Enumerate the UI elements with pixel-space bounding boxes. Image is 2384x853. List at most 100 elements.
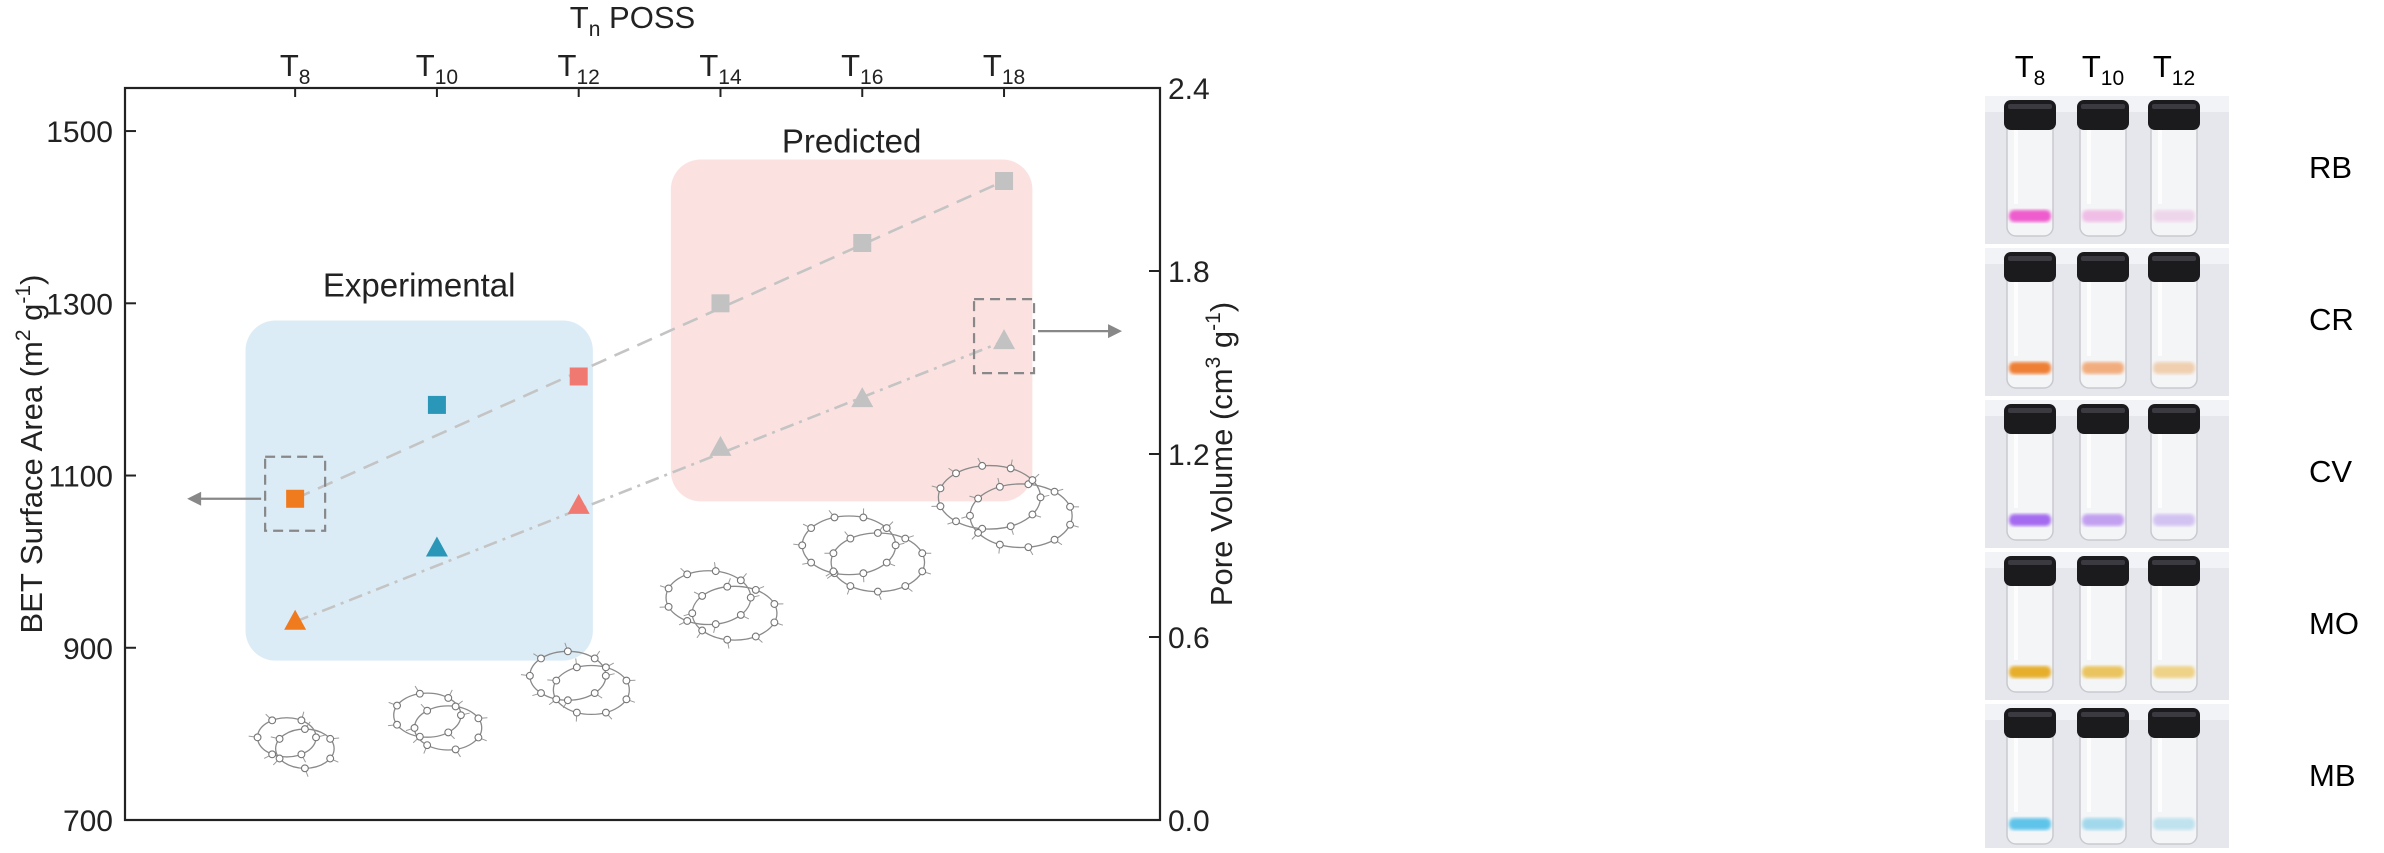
vial-glare [2087,282,2091,356]
vial-liquid [2082,514,2124,526]
molecule-cage-illustration-1 [388,686,487,757]
cage-atom [1007,465,1014,472]
vial [2148,404,2200,540]
vial-glare [2087,130,2091,204]
left-tick-label: 1300 [46,288,113,321]
square-point-t14 [711,294,729,312]
vial [2004,404,2056,540]
cage-atom [902,583,909,590]
cage-atom [1029,511,1036,518]
cage-atom [771,619,778,626]
cage-atom [269,751,276,758]
cage-ring [553,665,629,714]
cage-atom [808,559,815,566]
top-axis-title: Tn POSS [570,0,695,41]
vial [2077,708,2129,844]
cage-ring [258,718,316,757]
vial-liquid [2082,666,2124,678]
vial-cap-shine [2152,712,2196,717]
cage-atom [394,721,401,728]
cage-atom [808,525,815,532]
vial-liquid [2009,210,2051,222]
vial-cap-shine [2008,256,2052,261]
cage-atom [830,550,837,557]
cage-atom [475,734,482,741]
vial-cap-shine [2008,712,2052,717]
vial-glare [2158,434,2162,508]
vial-cap-shine [2081,560,2125,565]
vial-liquid [2082,210,2124,222]
left-tick-label: 1500 [46,116,113,149]
vial-column-label: T8 [2015,50,2046,90]
vial-cap-shine [2008,560,2052,565]
cage-atom [752,633,759,640]
cage-atom [564,697,571,704]
cage-atom [883,559,890,566]
right-tick-label: 1.8 [1168,256,1210,289]
top-tick-label: T12 [558,48,600,89]
cage-atom [919,568,926,575]
region-label-experimental: Experimental [323,267,516,304]
cage-atom [975,495,982,502]
vial-row-cr [1985,248,2229,396]
cage-atom [1051,488,1058,495]
cage-atom [1037,494,1044,501]
vial-row-label-rb: RB [2309,150,2352,185]
left-tick-label: 900 [63,633,113,666]
cage-atom [953,518,960,525]
cage-atom [1067,521,1074,528]
cage-atom [1067,503,1074,510]
cage-atom [301,765,308,772]
cage-atom [276,735,283,742]
vial [2004,708,2056,844]
cage-atom [689,610,696,617]
cage-atom [301,726,308,733]
cage-atom [526,672,533,679]
cage-atom [411,725,418,732]
cage-atom [902,535,909,542]
vial-glare [2014,434,2018,508]
vial-row-rb [1985,96,2229,244]
cage-atom [996,483,1003,490]
cage-atom [860,514,867,521]
vial-cap-shine [2081,408,2125,413]
vial [2148,556,2200,692]
vial [2077,252,2129,388]
cage-atom [452,746,459,753]
cage-atom [416,733,423,740]
vial-liquid [2009,362,2051,374]
left-axis-title: BET Surface Area (m2 g-1) [12,275,49,634]
top-tick-label: T14 [699,48,742,89]
vial [2077,404,2129,540]
cage-atom [684,618,691,625]
vial-glare [2014,586,2018,660]
cage-atom [831,514,838,521]
vial-glare [2158,586,2162,660]
cage-atom [874,530,881,537]
cage-atom [771,601,778,608]
molecule-cage-illustration-3 [660,562,784,648]
vial-glare [2087,738,2091,812]
cage-atom [573,709,580,716]
cage-atom [967,512,974,519]
cage-atom [298,751,305,758]
vial-glare [2014,130,2018,204]
cage-atom [847,535,854,542]
molecule-cage-illustration-4 [793,508,931,600]
vial-liquid [2082,818,2124,830]
vial [2148,100,2200,236]
cage-atom [553,677,560,684]
vial-liquid [2082,362,2124,374]
vial-glare [2158,738,2162,812]
vial-row-label-mo: MO [2309,606,2359,641]
cage-atom [1025,544,1032,551]
vial-glare [2158,282,2162,356]
vial-liquid [2153,210,2195,222]
cage-atom [1051,536,1058,543]
vial-liquid [2153,818,2195,830]
right-tick-label: 0.6 [1168,622,1210,655]
annotation-arrowhead [187,492,201,506]
